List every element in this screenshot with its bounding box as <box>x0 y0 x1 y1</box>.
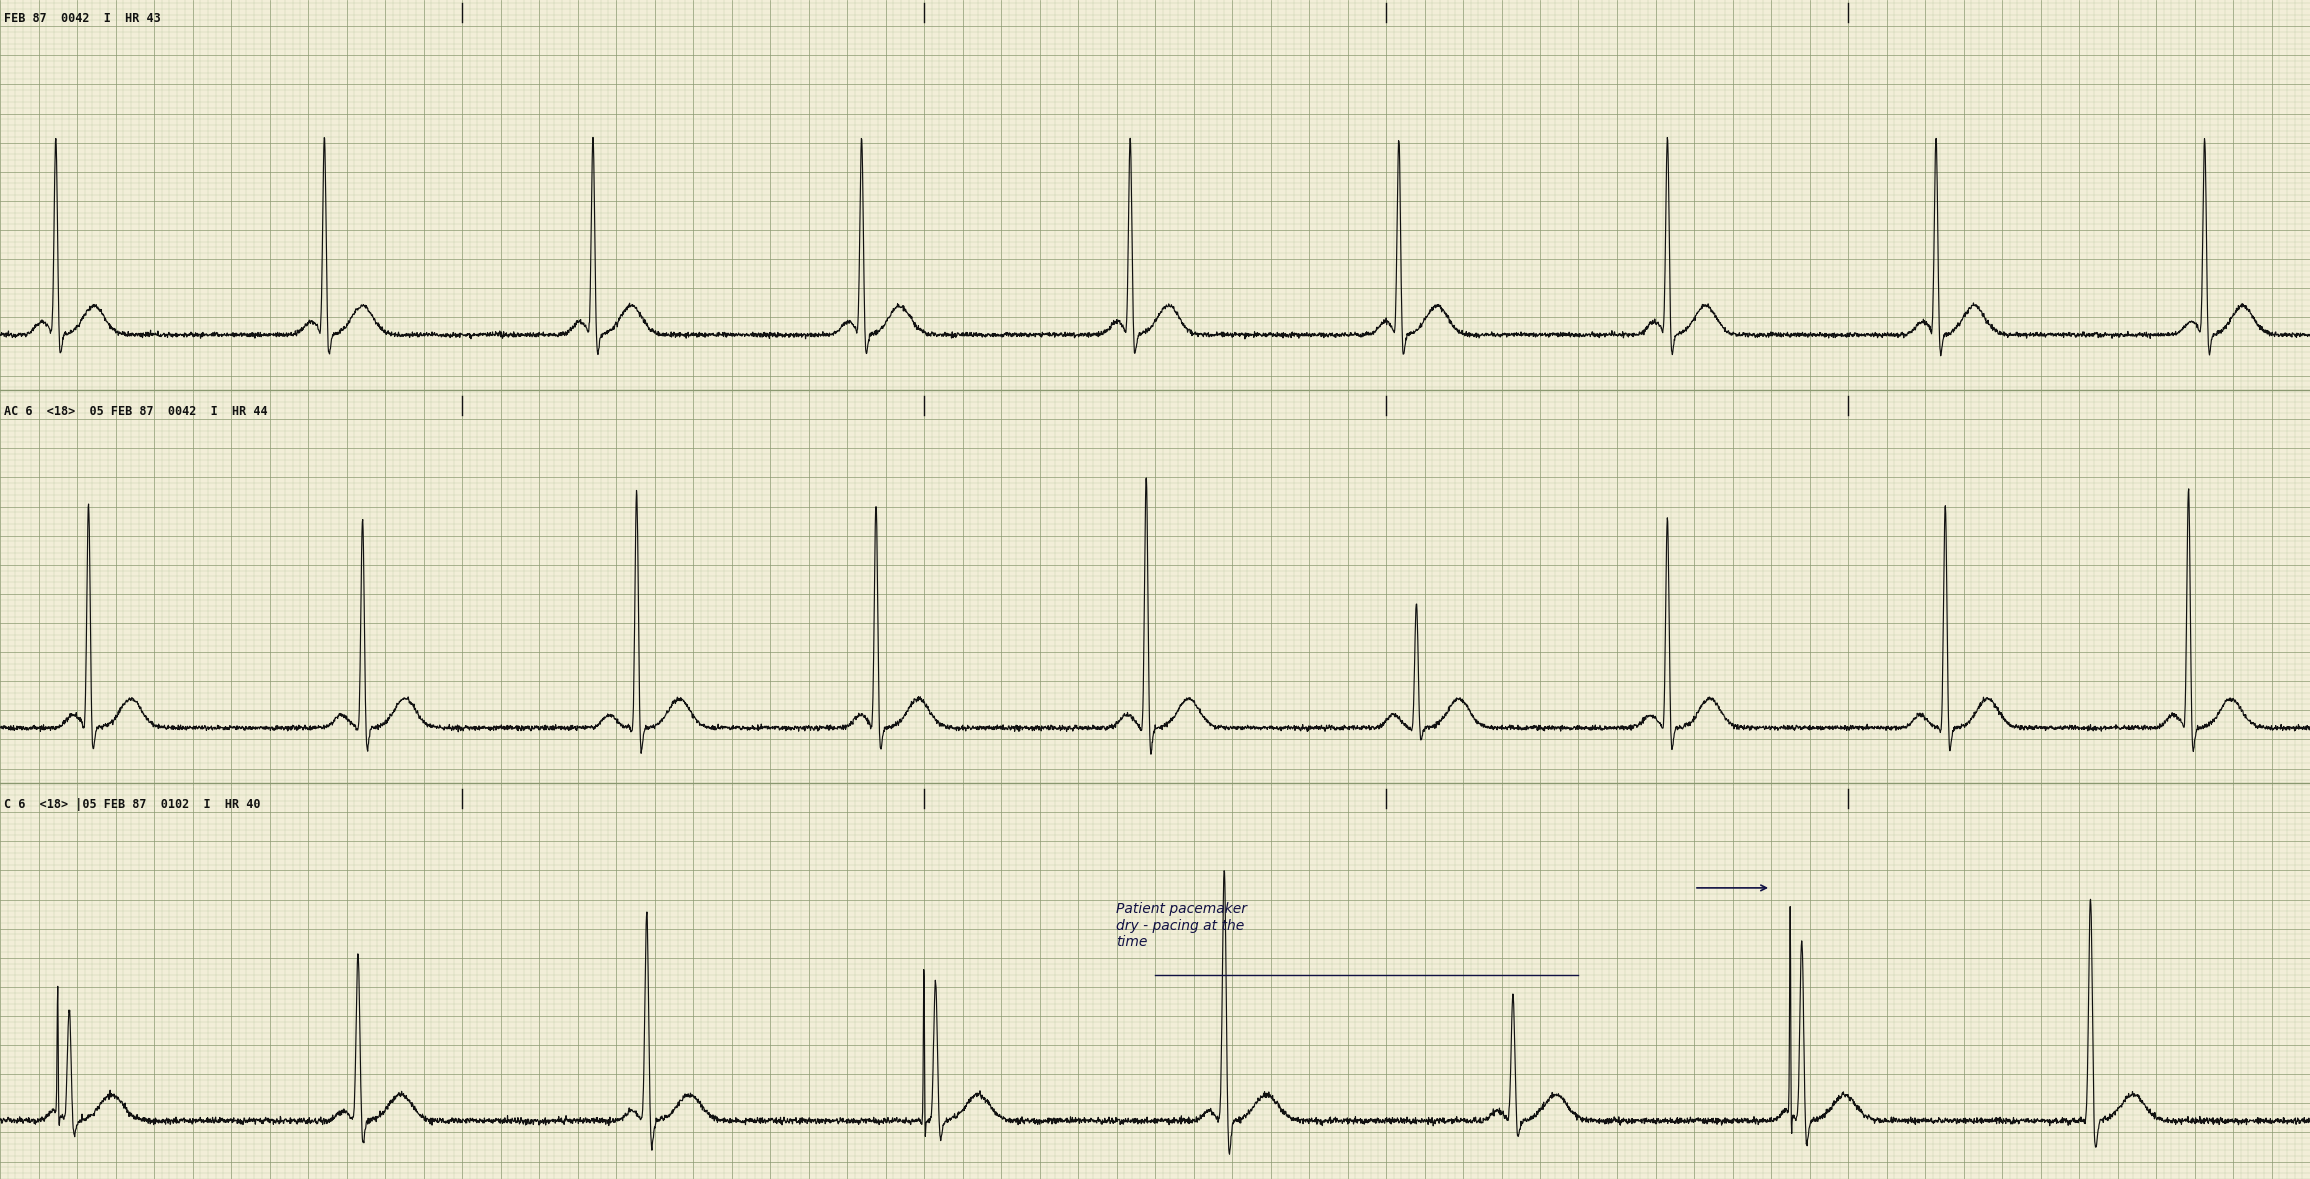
Text: Patient pacemaker
dry - pacing at the
time: Patient pacemaker dry - pacing at the ti… <box>1116 902 1247 949</box>
Text: AC 6  <18>  05 FEB 87  0042  I  HR 44: AC 6 <18> 05 FEB 87 0042 I HR 44 <box>5 404 268 417</box>
Text: FEB 87  0042  I  HR 43: FEB 87 0042 I HR 43 <box>5 12 162 25</box>
Text: C 6  <18> |05 FEB 87  0102  I  HR 40: C 6 <18> |05 FEB 87 0102 I HR 40 <box>5 798 261 811</box>
